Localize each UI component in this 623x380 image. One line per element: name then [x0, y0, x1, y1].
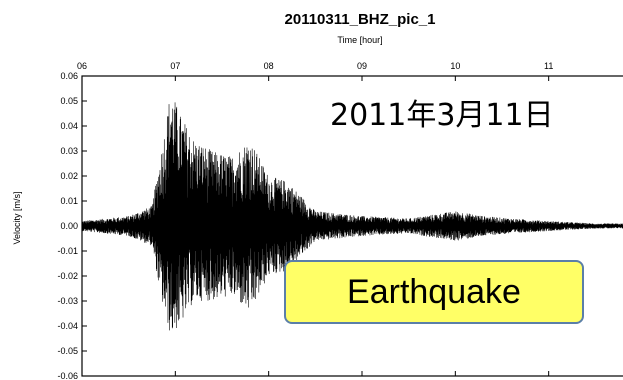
y-tick-label: 0.01 [60, 196, 78, 206]
y-tick-label: 0.06 [60, 71, 78, 81]
earthquake-label-box: Earthquake [284, 260, 584, 324]
y-tick-label: 0.04 [60, 121, 78, 131]
date-annotation: 2011年3月11日 [330, 98, 554, 133]
y-tick-label: -0.05 [57, 346, 78, 356]
x-tick-label: 11 [544, 61, 553, 71]
velocity-trace-line [81, 102, 623, 331]
y-axis-ticks: 0.06 0.05 0.04 0.03 0.02 0.01 0.00 -0.01 -0.02 -0… [57, 71, 87, 380]
y-tick-label: -0.02 [57, 271, 78, 281]
x-axis-ticks: 06 07 08 09 10 11 [77, 61, 553, 376]
velocity-trace [81, 102, 623, 331]
y-tick-label: 0.00 [60, 221, 78, 231]
y-tick-label: -0.03 [57, 296, 78, 306]
y-tick-label: -0.06 [57, 371, 78, 380]
y-axis-label: Velocity [m/s] [12, 191, 22, 244]
x-axis-label: Time [hour] [337, 35, 382, 45]
x-tick-label: 09 [357, 61, 367, 71]
y-tick-label: 0.03 [60, 146, 78, 156]
chart-title: 20110311_BHZ_pic_1 [285, 11, 436, 28]
y-tick-label: -0.04 [57, 321, 78, 331]
x-tick-label: 10 [450, 61, 460, 71]
y-tick-label: 0.05 [60, 96, 78, 106]
x-tick-label: 06 [77, 61, 87, 71]
x-tick-label: 08 [264, 61, 274, 71]
x-tick-label: 07 [170, 61, 180, 71]
y-tick-label: 0.02 [60, 171, 78, 181]
y-tick-label: -0.01 [57, 246, 78, 256]
earthquake-label: Earthquake [347, 272, 521, 311]
